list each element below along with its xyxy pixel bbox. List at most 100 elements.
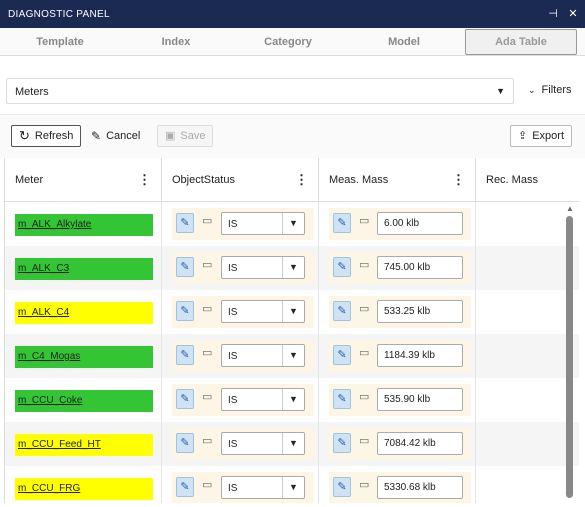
meas-mass-input[interactable]: 533.25 klb <box>377 300 463 323</box>
close-icon[interactable]: ✕ <box>568 8 578 20</box>
cancel-label: Cancel <box>106 130 141 142</box>
edit-icon[interactable]: ✎ <box>333 257 351 277</box>
status-dropdown[interactable]: IS ▼ <box>221 300 305 323</box>
tab-index[interactable]: Index <box>161 36 191 48</box>
edit-icon[interactable]: ✎ <box>333 345 351 365</box>
meas-mass-input[interactable]: 7084.42 klb <box>377 432 463 455</box>
chevron-down-icon: ▼ <box>282 389 304 410</box>
tab-model[interactable]: Model <box>388 36 420 48</box>
cell-meas-mass: ✎ ▭ 6.00 klb <box>319 202 476 246</box>
save-button[interactable]: ▣ Save <box>157 125 214 147</box>
comment-icon[interactable]: ▭ <box>359 391 370 403</box>
edit-icon[interactable]: ✎ <box>176 213 194 233</box>
meas-mass-input[interactable]: 745.00 klb <box>377 256 463 279</box>
comment-icon[interactable]: ▭ <box>202 259 213 271</box>
edit-icon[interactable]: ✎ <box>176 477 194 497</box>
pin-icon[interactable]: ⊣ <box>548 8 558 20</box>
meter-link[interactable]: m_CCU_FRG <box>15 478 153 500</box>
meas-mass-input[interactable]: 6.00 klb <box>377 212 463 235</box>
tab-category[interactable]: Category <box>264 36 312 48</box>
table-row: m_C4_Mogas ✎ ▭ IS ▼ ✎ ▭ 1184.39 klb <box>5 334 579 378</box>
status-dropdown[interactable]: IS ▼ <box>221 256 305 279</box>
meas-mass-input[interactable]: 1184.39 klb <box>377 344 463 367</box>
comment-icon[interactable]: ▭ <box>202 391 213 403</box>
kebab-menu-icon[interactable]: ⋮ <box>452 172 465 187</box>
cell-objectstatus: ✎ ▭ IS ▼ <box>162 378 319 422</box>
save-label: Save <box>180 130 206 142</box>
comment-icon[interactable]: ▭ <box>359 215 370 227</box>
column-label: Rec. Mass <box>486 174 538 186</box>
cell-meas-mass: ✎ ▭ 1184.39 klb <box>319 334 476 378</box>
status-dropdown[interactable]: IS ▼ <box>221 212 305 235</box>
tab-ada-table[interactable]: Ada Table <box>465 29 577 55</box>
edit-icon[interactable]: ✎ <box>176 257 194 277</box>
comment-icon[interactable]: ▭ <box>202 303 213 315</box>
chevron-down-icon: ▼ <box>282 433 304 454</box>
cell-meter: m_C4_Mogas <box>5 334 162 378</box>
table-selector-value: Meters <box>15 86 49 98</box>
kebab-menu-icon[interactable]: ⋮ <box>295 172 308 187</box>
cell-meas-mass: ✎ ▭ 5330.68 klb <box>319 466 476 503</box>
comment-icon[interactable]: ▭ <box>359 259 370 271</box>
edit-icon[interactable]: ✎ <box>333 213 351 233</box>
edit-icon[interactable]: ✎ <box>176 301 194 321</box>
comment-icon[interactable]: ▭ <box>359 347 370 359</box>
export-label: Export <box>532 130 565 142</box>
table-selector[interactable]: Meters ▼ <box>6 78 514 104</box>
edit-icon[interactable]: ✎ <box>333 477 351 497</box>
scrollbar-thumb[interactable] <box>566 216 573 498</box>
column-label: ObjectStatus <box>172 174 235 186</box>
meas-mass-input[interactable]: 5330.68 klb <box>377 476 463 499</box>
meter-link[interactable]: m_CCU_Coke <box>15 390 153 412</box>
status-value: IS <box>228 219 238 230</box>
cell-objectstatus: ✎ ▭ IS ▼ <box>162 334 319 378</box>
column-header-objectstatus[interactable]: ObjectStatus ⋮ <box>162 158 319 202</box>
tab-template[interactable]: Template <box>36 36 84 48</box>
status-value: IS <box>228 263 238 274</box>
export-button[interactable]: ⇪ Export <box>510 125 573 147</box>
edit-icon[interactable]: ✎ <box>176 389 194 409</box>
comment-icon[interactable]: ▭ <box>359 435 370 447</box>
meter-link[interactable]: m_ALK_Alkylate <box>15 214 153 236</box>
filters-label: Filters <box>541 84 572 96</box>
cancel-button[interactable]: ✎ Cancel <box>84 125 147 147</box>
comment-icon[interactable]: ▭ <box>202 435 213 447</box>
comment-icon[interactable]: ▭ <box>359 303 370 315</box>
status-value: IS <box>228 483 238 494</box>
status-dropdown[interactable]: IS ▼ <box>221 388 305 411</box>
comment-icon[interactable]: ▭ <box>202 479 213 491</box>
edit-icon[interactable]: ✎ <box>333 433 351 453</box>
meter-link[interactable]: m_ALK_C3 <box>15 258 153 280</box>
meter-link[interactable]: m_ALK_C4 <box>15 302 153 324</box>
column-header-meas-mass[interactable]: Meas. Mass ⋮ <box>319 158 476 202</box>
edit-icon[interactable]: ✎ <box>176 345 194 365</box>
refresh-button[interactable]: ↻ Refresh <box>11 125 82 147</box>
meter-link[interactable]: m_CCU_Feed_HT <box>15 434 153 456</box>
comment-icon[interactable]: ▭ <box>359 479 370 491</box>
chevron-down-icon: ⌄ <box>528 84 536 95</box>
table-row: m_CCU_Feed_HT ✎ ▭ IS ▼ ✎ ▭ 7084.42 klb <box>5 422 579 466</box>
status-dropdown[interactable]: IS ▼ <box>221 476 305 499</box>
window-title: DIAGNOSTIC PANEL <box>8 9 110 20</box>
table-row: m_CCU_FRG ✎ ▭ IS ▼ ✎ ▭ 5330.68 klb <box>5 466 579 503</box>
comment-icon[interactable]: ▭ <box>202 347 213 359</box>
status-dropdown[interactable]: IS ▼ <box>221 432 305 455</box>
title-bar: DIAGNOSTIC PANEL ⊣ ✕ <box>0 0 585 28</box>
export-icon: ⇪ <box>518 130 528 142</box>
status-value: IS <box>228 395 238 406</box>
status-dropdown[interactable]: IS ▼ <box>221 344 305 367</box>
comment-icon[interactable]: ▭ <box>202 215 213 227</box>
status-value: IS <box>228 439 238 450</box>
scroll-up-icon[interactable]: ▲ <box>566 204 574 213</box>
edit-icon[interactable]: ✎ <box>333 301 351 321</box>
column-header-rec-mass[interactable]: Rec. Mass <box>476 158 579 202</box>
edit-icon[interactable]: ✎ <box>176 433 194 453</box>
cell-meter: m_ALK_C4 <box>5 290 162 334</box>
table-row: m_ALK_C4 ✎ ▭ IS ▼ ✎ ▭ 533.25 klb <box>5 290 579 334</box>
meas-mass-input[interactable]: 535.90 klb <box>377 388 463 411</box>
column-header-meter[interactable]: Meter ⋮ <box>5 158 162 202</box>
kebab-menu-icon[interactable]: ⋮ <box>138 172 151 187</box>
meter-link[interactable]: m_C4_Mogas <box>15 346 153 368</box>
edit-icon[interactable]: ✎ <box>333 389 351 409</box>
filters-button[interactable]: ⌄ Filters <box>528 84 572 96</box>
